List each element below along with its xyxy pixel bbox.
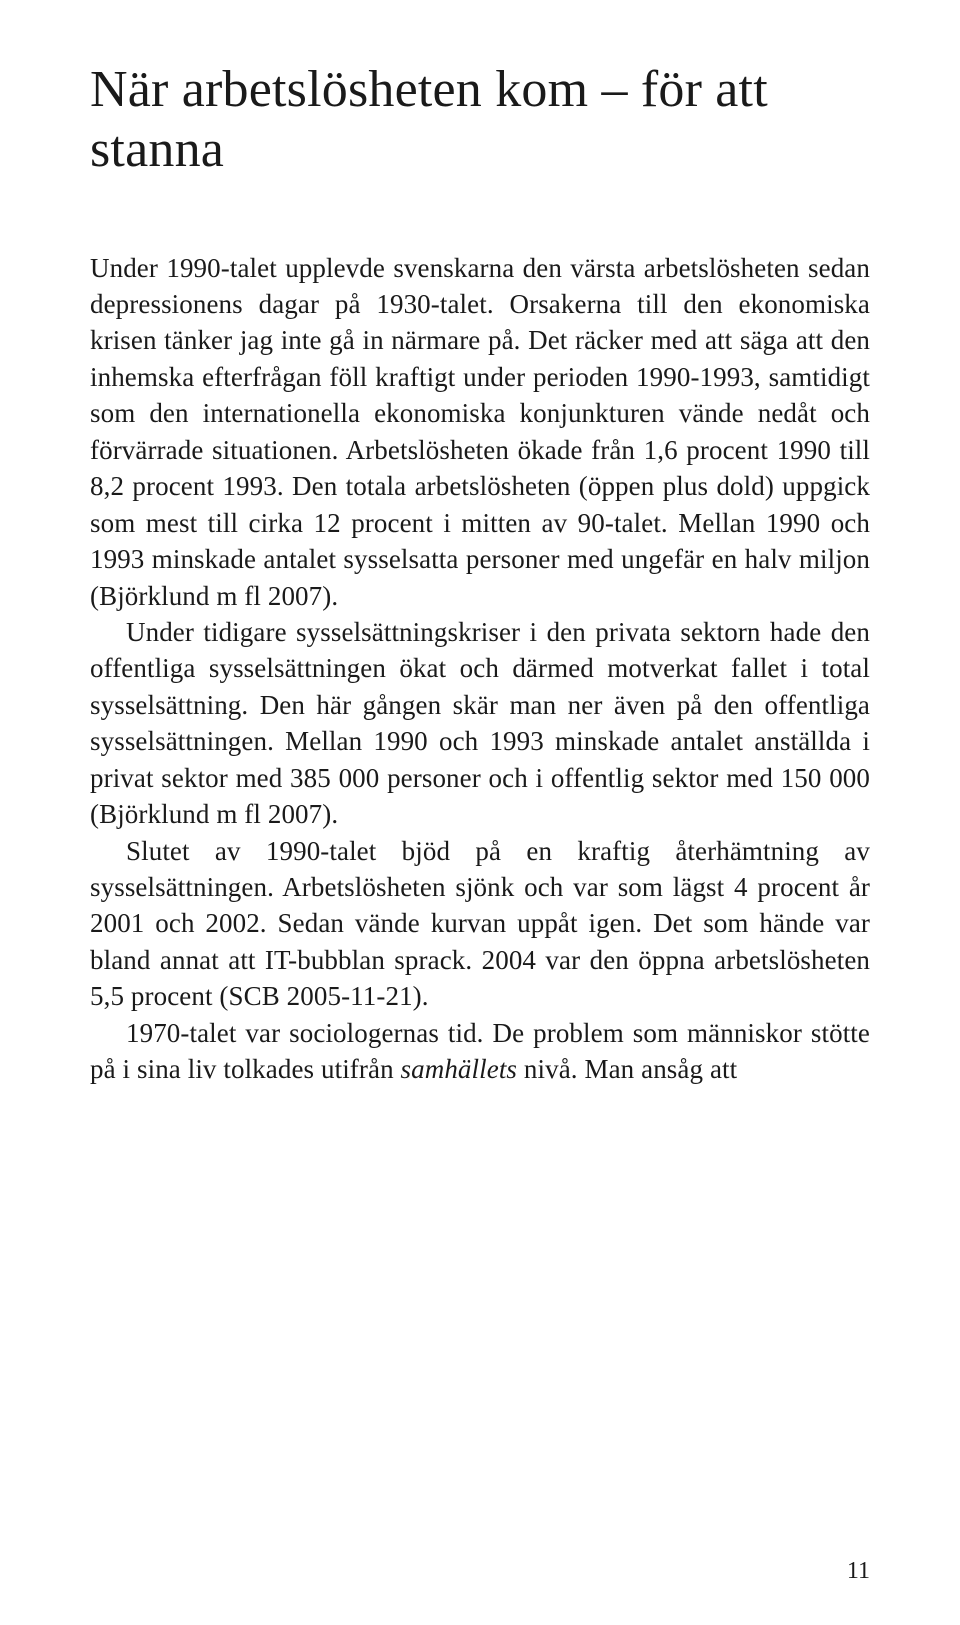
- body-text-container: Under 1990-talet upplevde svenskarna den…: [90, 250, 870, 1088]
- page-title: När arbetslösheten kom – för att stanna: [90, 60, 870, 180]
- page-number: 11: [847, 1558, 870, 1585]
- paragraph: Under 1990-talet upplevde svenskarna den…: [90, 250, 870, 614]
- document-page: När arbetslösheten kom – för att stanna …: [0, 0, 960, 1625]
- body-text: Under tidigare sysselsättningskriser i d…: [90, 617, 870, 829]
- body-text: nivå. Man ansåg att: [517, 1054, 737, 1084]
- italic-text: samhällets: [401, 1054, 518, 1084]
- body-text: Under 1990-talet upplevde svenskarna den…: [90, 253, 870, 611]
- paragraph: Slutet av 1990-talet bjöd på en kraftig …: [90, 833, 870, 1015]
- paragraph: Under tidigare sysselsättningskriser i d…: [90, 614, 870, 833]
- body-text: Slutet av 1990-talet bjöd på en kraftig …: [90, 836, 870, 1012]
- paragraph: 1970-talet var sociologernas tid. De pro…: [90, 1015, 870, 1088]
